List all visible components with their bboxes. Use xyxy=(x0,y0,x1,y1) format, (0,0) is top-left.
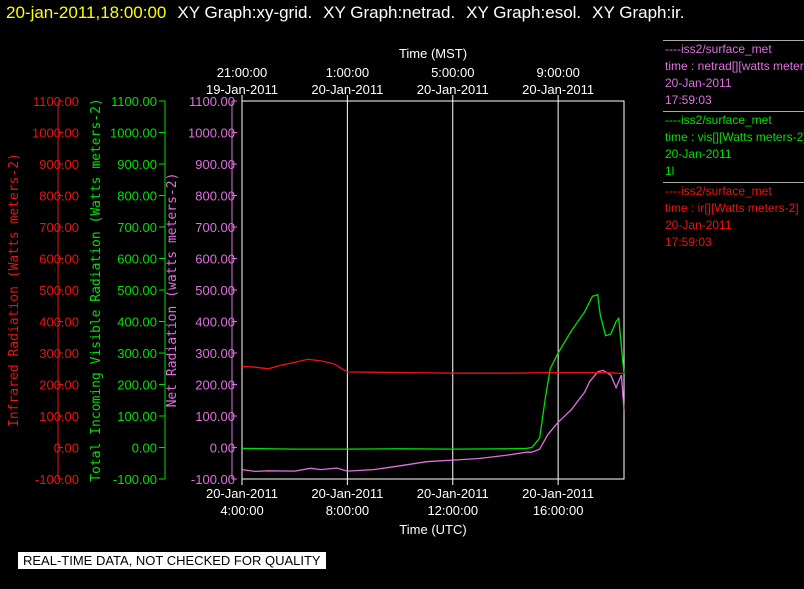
bottom-tick-date: 20-Jan-2011 xyxy=(206,486,278,501)
y-tick-label-2: 1000.00 xyxy=(188,126,235,141)
y-tick-label-1: 700.00 xyxy=(117,220,157,235)
y-tick-label-1: 900.00 xyxy=(117,157,157,172)
y-tick-label-1: 1000.00 xyxy=(110,126,157,141)
y-tick-label-2: 100.00 xyxy=(195,409,235,424)
y-tick-label-1: 400.00 xyxy=(117,315,157,330)
bottom-tick-date: 20-Jan-2011 xyxy=(522,486,594,501)
y-tick-label-2: 0.00 xyxy=(210,441,235,456)
y-tick-label-0: 300.00 xyxy=(39,346,79,361)
y-tick-label-1: 600.00 xyxy=(117,252,157,267)
legend-line: 17:59:03 xyxy=(665,235,712,249)
bottom-tick-time: 16:00:00 xyxy=(533,503,584,518)
y-tick-label-1: 300.00 xyxy=(117,346,157,361)
legend-line: 17:59:03 xyxy=(665,93,712,107)
y-tick-label-1: 500.00 xyxy=(117,283,157,298)
legend-line: time : vis[][Watts meters-2] xyxy=(665,130,804,144)
legend-line: time : ir[][Watts meters-2] xyxy=(665,201,799,215)
series-line-ir xyxy=(241,358,625,375)
y-tick-label-2: 900.00 xyxy=(195,157,235,172)
top-tick-time: 21:00:00 xyxy=(217,65,268,80)
top-tick-time: 9:00:00 xyxy=(536,65,579,80)
series-line-vis xyxy=(241,293,625,450)
timestamp: 20-jan-2011,18:00:00 xyxy=(6,3,167,22)
y-tick-label-0: 800.00 xyxy=(39,189,79,204)
y-axis-label-0: Infrared Radiation (Watts meters-2) xyxy=(7,153,22,427)
y-tick-label-1: -100.00 xyxy=(113,472,157,487)
graph-title-bar: 20-jan-2011,18:00:00 XY Graph:xy-grid. XY … xyxy=(6,3,695,23)
y-tick-label-2: 1100.00 xyxy=(189,94,235,109)
y-tick-label-0: 100.00 xyxy=(39,409,79,424)
y-tick-label-0: 500.00 xyxy=(39,283,79,298)
series-line-netrad xyxy=(241,369,625,473)
bottom-tick-time: 4:00:00 xyxy=(220,503,263,518)
y-axis-label-1: Total Incoming Visible Radiation (Watts … xyxy=(89,98,104,482)
graph-name-2: XY Graph:esol. xyxy=(466,3,582,22)
top-tick-date: 20-Jan-2011 xyxy=(311,82,383,97)
y-tick-label-2: 500.00 xyxy=(195,283,235,298)
y-tick-label-2: 800.00 xyxy=(195,189,235,204)
y-tick-label-1: 200.00 xyxy=(117,378,157,393)
bottom-tick-date: 20-Jan-2011 xyxy=(417,486,489,501)
y-tick-label-2: 600.00 xyxy=(195,252,235,267)
top-tick-date: 20-Jan-2011 xyxy=(417,82,489,97)
top-tick-date: 19-Jan-2011 xyxy=(206,82,278,97)
y-tick-label-1: 100.00 xyxy=(117,409,157,424)
y-tick-label-1: 0.00 xyxy=(132,441,157,456)
y-axis-label-2: Net Radiation (watts meters-2) xyxy=(165,173,180,408)
x-bottom-axis-label: Time (UTC) xyxy=(399,522,466,537)
top-tick-time: 1:00:00 xyxy=(326,65,369,80)
y-tick-label-0: 600.00 xyxy=(39,252,79,267)
legend-line: 20-Jan-2011 xyxy=(665,147,732,161)
y-tick-label-0: 0.00 xyxy=(54,441,79,456)
bottom-tick-time: 12:00:00 xyxy=(427,503,478,518)
top-tick-time: 5:00:00 xyxy=(431,65,474,80)
graph-name-3: XY Graph:ir. xyxy=(592,3,685,22)
legend-line: ----iss2/surface_met xyxy=(665,42,772,56)
y-tick-label-0: 200.00 xyxy=(39,378,79,393)
bottom-tick-date: 20-Jan-2011 xyxy=(311,486,383,501)
legend-line: ----iss2/surface_met xyxy=(665,184,772,198)
top-tick-date: 20-Jan-2011 xyxy=(522,82,594,97)
y-tick-label-2: 400.00 xyxy=(195,315,235,330)
y-tick-label-0: -100.00 xyxy=(35,472,79,487)
y-tick-label-2: -100.00 xyxy=(191,472,235,487)
y-tick-label-2: 300.00 xyxy=(195,346,235,361)
y-tick-label-0: 700.00 xyxy=(39,220,79,235)
y-tick-label-0: 1000.00 xyxy=(32,126,79,141)
graph-name-1: XY Graph:netrad. xyxy=(323,3,456,22)
y-tick-label-0: 400.00 xyxy=(39,315,79,330)
graph-name-0: XY Graph:xy-grid. xyxy=(177,3,313,22)
y-tick-label-2: 700.00 xyxy=(195,220,235,235)
y-tick-label-1: 1100.00 xyxy=(111,94,157,109)
y-tick-label-0: 1100.00 xyxy=(33,94,79,109)
y-tick-label-1: 800.00 xyxy=(117,189,157,204)
y-tick-label-2: 200.00 xyxy=(195,378,235,393)
legend-line: ----iss2/surface_met xyxy=(665,113,772,127)
legend-line: 1l xyxy=(665,164,675,178)
plot-frame xyxy=(241,100,625,480)
quality-notice: REAL-TIME DATA, NOT CHECKED FOR QUALITY xyxy=(18,552,326,569)
y-tick-label-0: 900.00 xyxy=(39,157,79,172)
x-top-axis-label: Time (MST) xyxy=(399,46,467,61)
bottom-tick-time: 8:00:00 xyxy=(326,503,369,518)
legend-line: time : netrad[][watts meters-2] xyxy=(665,59,804,73)
legend-line: 20-Jan-2011 xyxy=(665,218,732,232)
legend-line: 20-Jan-2011 xyxy=(665,76,732,90)
